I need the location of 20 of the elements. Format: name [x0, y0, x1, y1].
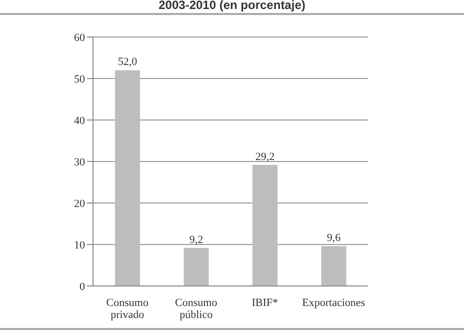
- bar: [115, 70, 140, 286]
- y-tick-label: 30: [74, 156, 86, 168]
- y-tick-label: 20: [74, 198, 86, 210]
- y-tick-label: 50: [74, 73, 86, 86]
- bar: [184, 248, 209, 286]
- x-tick-label: Consumo privado: [106, 297, 149, 321]
- data-label: 29,2: [255, 150, 275, 163]
- x-tick-label: IBIF*: [252, 297, 278, 309]
- bar: [252, 164, 278, 286]
- y-tick-label: 0: [80, 280, 86, 293]
- y-tick-label: 60: [74, 32, 86, 44]
- y-tick-label: 40: [74, 114, 86, 127]
- x-tick-label: Exportaciones: [302, 297, 366, 309]
- data-label: 9,2: [189, 234, 204, 246]
- y-tick-label: 10: [74, 239, 86, 252]
- data-label: 52,0: [118, 56, 138, 68]
- bar: [321, 246, 346, 286]
- data-label: 9,6: [326, 232, 342, 244]
- x-tick-label: Consumo público: [175, 297, 218, 321]
- chart-title: 2003-2010 (en porcentaje): [158, 0, 306, 12]
